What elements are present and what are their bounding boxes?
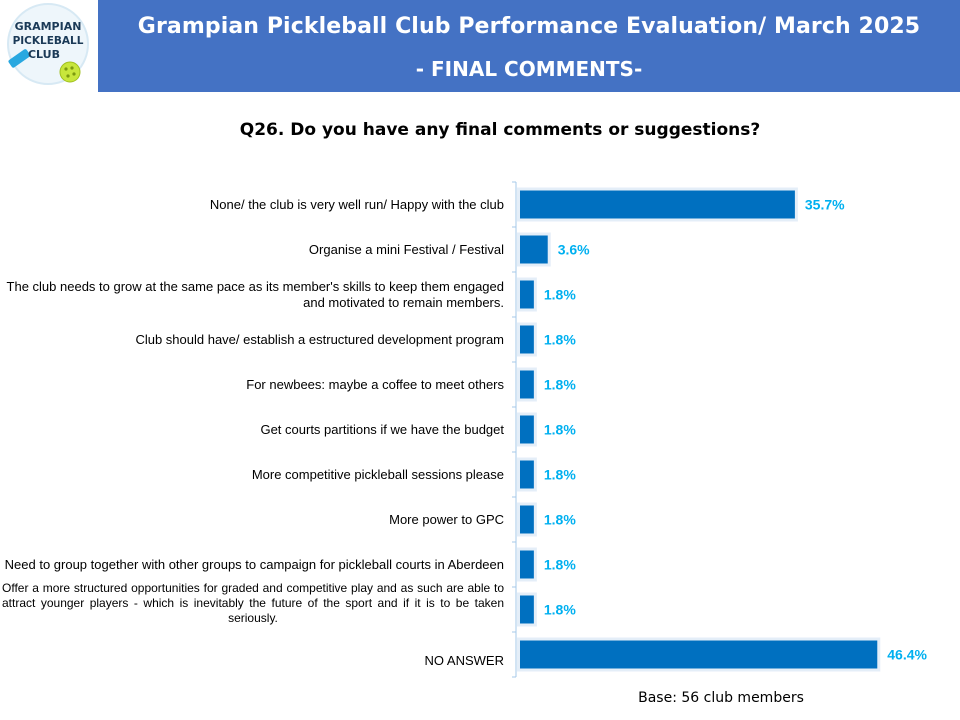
bar — [520, 550, 534, 579]
bar — [520, 235, 548, 264]
bar — [520, 325, 534, 354]
category-label: NO ANSWER — [424, 652, 504, 668]
bar-chart: 35.7% 3.6% 1.8% 1.8% 1.8% 1.8% 1.8% 1.8% 1.8% 1.8… — [0, 180, 960, 680]
page-subtitle: - FINAL COMMENTS- — [415, 57, 643, 81]
category-label: Club should have/ establish a estructure… — [135, 331, 504, 347]
category-label: The club needs to grow at the same pace … — [6, 278, 504, 310]
bar — [520, 370, 534, 399]
logo-line-1: GRAMPIAN — [15, 20, 82, 33]
header: GRAMPIAN PICKLEBALL CLUB Grampian Pickle… — [0, 0, 960, 92]
page-title: Grampian Pickleball Club Performance Eva… — [137, 14, 921, 39]
category-label: For newbees: maybe a coffee to meet othe… — [246, 376, 504, 392]
bar-value-label: 1.8% — [544, 602, 576, 618]
bar — [520, 505, 534, 534]
bar-value-label: 1.8% — [544, 557, 576, 573]
chart-title: Q26. Do you have any final comments or s… — [239, 120, 761, 140]
category-label: Offer a more structured opportunities fo… — [2, 581, 504, 625]
bar-chart-svg: 35.7% 3.6% 1.8% 1.8% 1.8% 1.8% 1.8% 1.8% 1.8% 1.8… — [512, 181, 928, 678]
category-label: More power to GPC — [389, 511, 504, 527]
category-label: Organise a mini Festival / Festival — [308, 241, 504, 257]
bar — [520, 595, 534, 624]
bar-value-label: 1.8% — [544, 512, 576, 528]
bar-value-label: 1.8% — [544, 377, 576, 393]
bar-value-label: 46.4% — [887, 647, 927, 663]
logo-line-3: CLUB — [28, 48, 60, 61]
bar-value-label: 1.8% — [544, 287, 576, 303]
category-label: None/ the club is very well run/ Happy w… — [209, 196, 504, 212]
bar — [520, 190, 795, 219]
logo-line-2: PICKLEBALL — [13, 35, 84, 47]
bar-value-label: 1.8% — [544, 422, 576, 438]
bar — [520, 415, 534, 444]
category-label: More competitive pickleball sessions ple… — [251, 466, 504, 482]
bar-value-label: 35.7% — [805, 197, 845, 213]
header-band — [98, 0, 960, 92]
base-note: Base: 56 club members — [638, 690, 804, 706]
category-label: Get courts partitions if we have the bud… — [260, 421, 504, 437]
category-label: Need to group together with other groups… — [4, 556, 504, 572]
bar-value-label: 1.8% — [544, 332, 576, 348]
bar-value-label: 3.6% — [558, 242, 590, 258]
bar — [520, 460, 534, 489]
bar — [520, 640, 878, 669]
club-logo: GRAMPIAN PICKLEBALL CLUB — [7, 3, 89, 85]
bar — [520, 280, 534, 309]
bar-value-label: 1.8% — [544, 467, 576, 483]
